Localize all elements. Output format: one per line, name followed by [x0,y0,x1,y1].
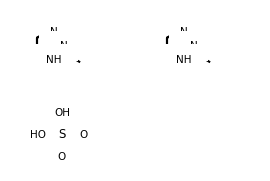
Text: OH: OH [54,108,70,118]
Text: N: N [60,41,67,51]
Text: O: O [80,130,88,140]
Text: NH: NH [176,55,191,65]
Text: N: N [190,41,197,51]
Text: NH: NH [46,55,61,65]
Text: O: O [58,152,66,162]
Text: N: N [50,27,57,37]
Text: HO: HO [30,130,46,140]
Text: N: N [180,27,187,37]
Text: S: S [58,129,66,142]
